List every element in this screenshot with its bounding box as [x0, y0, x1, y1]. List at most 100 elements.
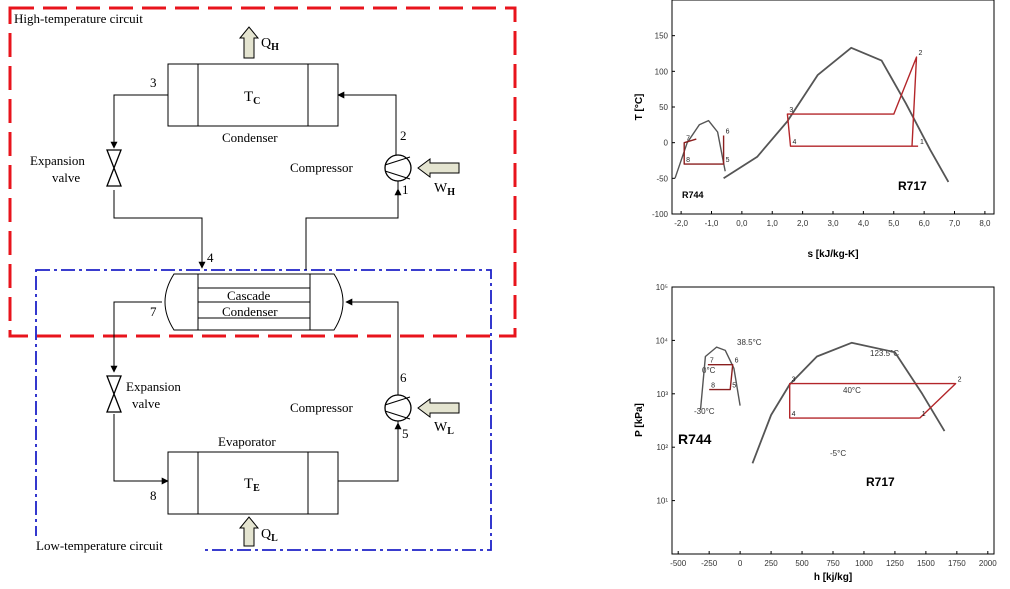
ph-ylabel: P [kPa] — [634, 403, 645, 437]
state-point-label: 7 — [686, 136, 690, 143]
series-line — [699, 346, 741, 410]
state-point-label: 1 — [922, 411, 926, 418]
evaporator-label: Evaporator — [218, 434, 276, 449]
y-tick-label: 100 — [655, 67, 669, 76]
x-tick-label: 1000 — [855, 559, 873, 568]
x-tick-label: 1,0 — [767, 219, 779, 228]
series-line — [707, 364, 734, 391]
state-8: 8 — [150, 488, 157, 503]
state-point-label: 4 — [792, 139, 796, 146]
work-input-high-arrow: WH — [417, 158, 460, 198]
state-point-label: 1 — [920, 139, 924, 146]
ph-annotation-minus30c: -30°C — [694, 407, 715, 416]
heat-rejected-arrow: QH — [238, 26, 279, 59]
state-point-label: 2 — [958, 377, 962, 384]
high-temperature-circuit-box — [8, 6, 517, 338]
state-3: 3 — [150, 75, 157, 90]
state-point-label: 4 — [792, 411, 796, 418]
qh-label: QH — [261, 36, 279, 53]
x-tick-label: 8,0 — [979, 219, 991, 228]
condenser-temp-label: TC — [244, 89, 260, 107]
ph-annotation-0c: 0°C — [702, 366, 716, 375]
work-input-low-arrow: WL — [417, 398, 460, 437]
y-tick-label: 10⁴ — [656, 336, 669, 345]
x-tick-label: -500 — [670, 559, 687, 568]
compressor-label-high: Compressor — [290, 160, 354, 175]
compressor-label-low: Compressor — [290, 400, 354, 415]
x-tick-label: 0,0 — [736, 219, 748, 228]
state-point-label: 3 — [792, 377, 796, 384]
condenser: TC Condenser — [167, 63, 339, 145]
expansion-valve-low: Expansion valve — [106, 375, 181, 413]
ts-fluid-r744: R744 — [682, 190, 704, 200]
high-temperature-piping — [110, 91, 402, 270]
heat-absorbed-arrow: QL — [238, 516, 278, 547]
x-tick-label: 250 — [764, 559, 778, 568]
series-line — [674, 119, 726, 179]
ph-annotation-minus5c: -5°C — [830, 449, 846, 458]
x-tick-label: 2,0 — [797, 219, 809, 228]
evaporator-temp-label: TE — [244, 476, 260, 494]
y-tick-label: 10⁵ — [656, 283, 668, 292]
y-tick-label: 0 — [664, 139, 669, 148]
y-tick-label: -50 — [656, 174, 668, 183]
y-tick-label: 150 — [655, 32, 669, 41]
ph-annotation-40c: 40°C — [843, 386, 861, 395]
cascade-label-1: Cascade — [227, 288, 271, 303]
state-point-label: 5 — [726, 157, 730, 164]
low-temperature-piping — [110, 298, 402, 485]
series-line — [786, 56, 919, 147]
x-tick-label: 500 — [795, 559, 809, 568]
series-line — [789, 382, 957, 419]
state-6: 6 — [400, 370, 407, 385]
x-tick-label: 1250 — [886, 559, 904, 568]
ts-diagram: T [°C] s [kJ/kg-K] R744 R717 -2,0 -1,0 0,0… — [634, 0, 995, 260]
state-5: 5 — [402, 426, 409, 441]
series-line — [683, 135, 725, 165]
ts-ylabel: T [°C] — [634, 94, 645, 121]
wh-label: WH — [434, 181, 455, 198]
x-tick-label: 5,0 — [888, 219, 900, 228]
state-point-label: 6 — [735, 358, 739, 365]
ts-fluid-r717: R717 — [898, 179, 927, 193]
x-tick-label: 750 — [826, 559, 840, 568]
evaporator: TE Evaporator — [167, 434, 339, 515]
state-point-label: 6 — [726, 129, 730, 136]
ph-fluid-r717: R717 — [866, 475, 895, 489]
y-tick-label: 10² — [656, 443, 668, 452]
state-point-label: 7 — [710, 358, 714, 365]
x-tick-label: 1750 — [948, 559, 966, 568]
x-tick-label: -2,0 — [674, 219, 688, 228]
x-tick-label: -250 — [701, 559, 718, 568]
high-circuit-label: High-temperature circuit — [14, 11, 143, 26]
cascade-schematic: High-temperature circuit Low-temperature… — [8, 6, 517, 553]
ph-fluid-r744: R744 — [678, 431, 712, 447]
x-tick-label: 4,0 — [858, 219, 870, 228]
y-tick-label: 10³ — [656, 390, 668, 399]
state-point-label: 8 — [686, 157, 690, 164]
expansion-label-low-2: valve — [132, 396, 160, 411]
state-4: 4 — [207, 250, 214, 265]
x-tick-label: 2000 — [979, 559, 997, 568]
state-point-label: 3 — [789, 107, 793, 114]
state-point-label: 5 — [732, 383, 736, 390]
x-tick-label: 3,0 — [827, 219, 839, 228]
state-point-label: 8 — [711, 383, 715, 390]
cascade-condenser: Cascade Condenser — [164, 273, 344, 331]
expansion-label-high-2: valve — [52, 170, 80, 185]
wl-label: WL — [434, 420, 454, 437]
state-1: 1 — [402, 182, 409, 197]
y-tick-label: 50 — [659, 103, 668, 112]
ph-annotation-123-5c: 123.5°C — [870, 349, 899, 358]
x-tick-label: -1,0 — [705, 219, 719, 228]
ql-label: QL — [261, 527, 278, 544]
expansion-label-high-1: Expansion — [30, 153, 85, 168]
series-line — [723, 46, 950, 183]
ph-annotation-38-5c: 38.5°C — [737, 338, 762, 347]
ph-plot-area — [671, 286, 995, 555]
x-tick-label: 1500 — [917, 559, 935, 568]
condenser-label: Condenser — [222, 130, 278, 145]
state-2: 2 — [400, 128, 407, 143]
